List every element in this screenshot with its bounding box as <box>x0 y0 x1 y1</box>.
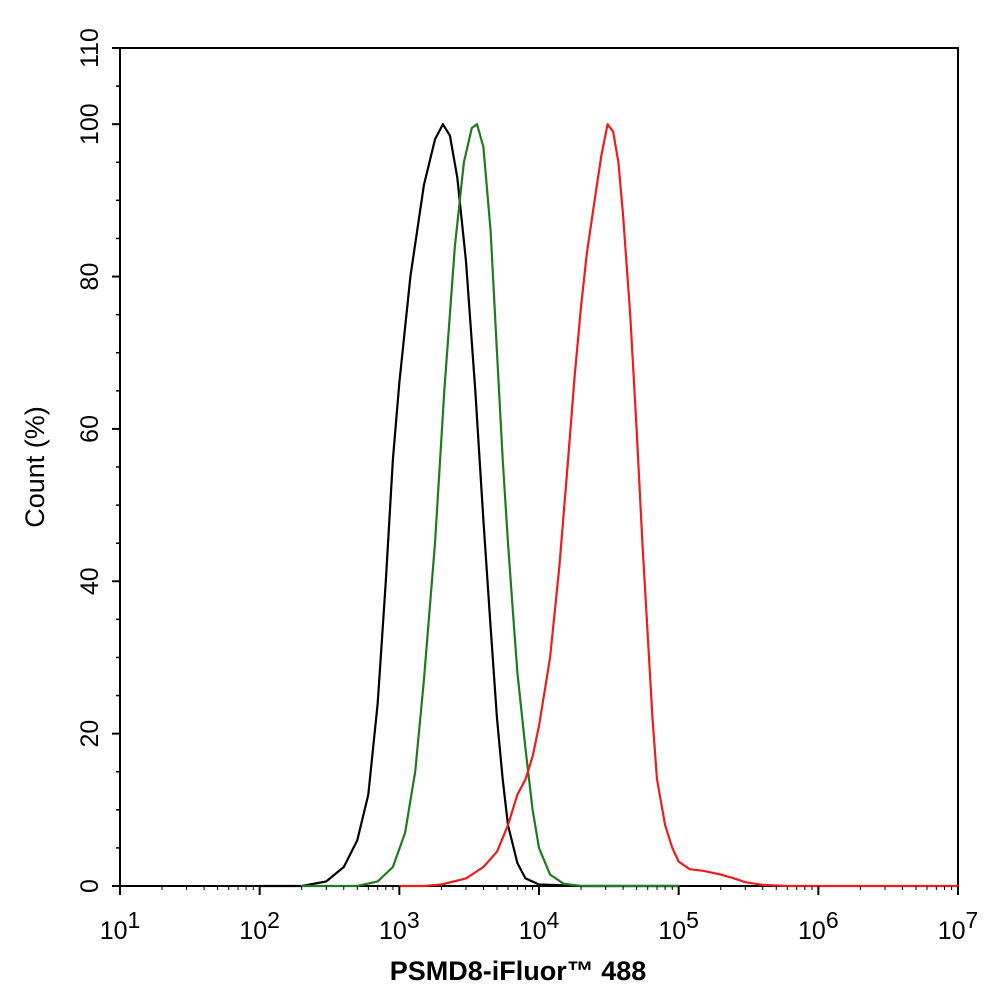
x-tick-label: 102 <box>239 907 280 945</box>
series-line-3 <box>398 123 960 888</box>
series-layer <box>258 123 960 888</box>
y-tick-label: 100 <box>76 103 104 145</box>
x-tick-label: 103 <box>379 907 420 945</box>
y-axis-title: Count (%) <box>20 406 50 528</box>
x-tick-label: 107 <box>938 907 979 945</box>
series-line-1 <box>258 123 680 888</box>
x-tick-label: 104 <box>519 907 560 945</box>
y-tick-label: 40 <box>76 567 104 595</box>
x-tick-label: 105 <box>658 907 699 945</box>
y-tick-label: 20 <box>76 720 104 748</box>
y-axis: 0 20 40 60 80 100 110 <box>76 28 120 893</box>
series-line-2 <box>300 123 680 888</box>
y-tick-label: 60 <box>76 415 104 443</box>
plot-frame <box>119 47 959 887</box>
y-tick-label: 80 <box>76 263 104 291</box>
x-axis: 101 102 103 104 105 106 107 <box>100 886 979 945</box>
y-tick-label: 110 <box>76 28 104 68</box>
x-tick-label: 106 <box>798 907 839 945</box>
x-axis-title: PSMD8-iFluor™ 488 <box>390 956 647 986</box>
x-tick-label: 101 <box>100 907 141 945</box>
y-tick-label: 0 <box>76 879 104 893</box>
